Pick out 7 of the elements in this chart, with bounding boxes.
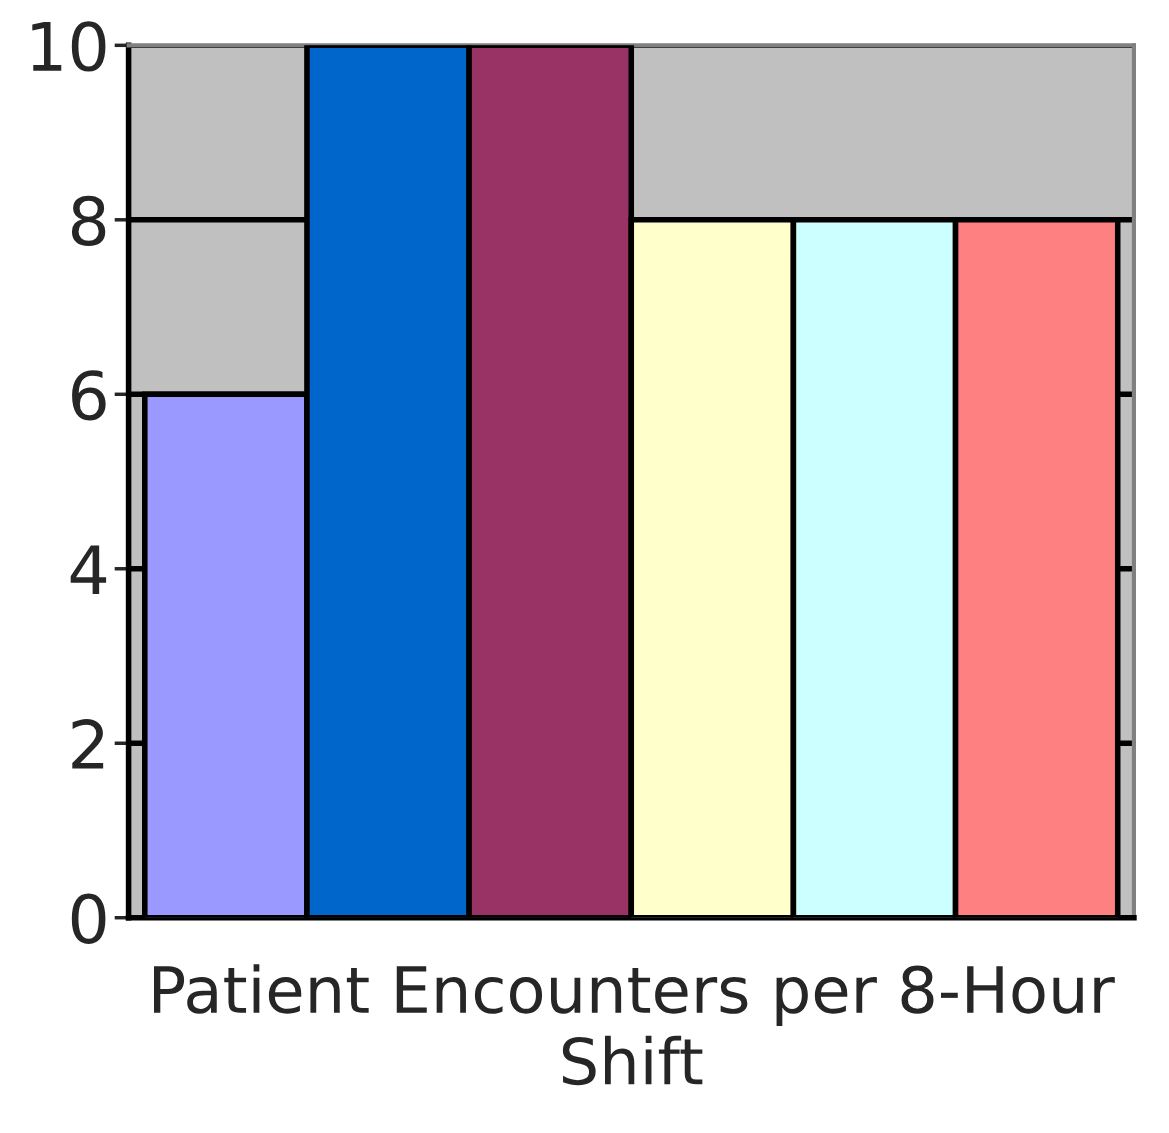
y-tick-label: 4 xyxy=(70,545,107,595)
y-tick-label: 0 xyxy=(71,893,106,945)
y-tick-label: 10 xyxy=(32,21,106,72)
y-tick-label: 8 xyxy=(71,195,106,247)
y-tick-label: 2 xyxy=(72,719,104,769)
x-axis-title: Patient Encounters per 8-Hour Shift xyxy=(154,964,1115,1086)
y-tick-label: 6 xyxy=(72,370,106,421)
